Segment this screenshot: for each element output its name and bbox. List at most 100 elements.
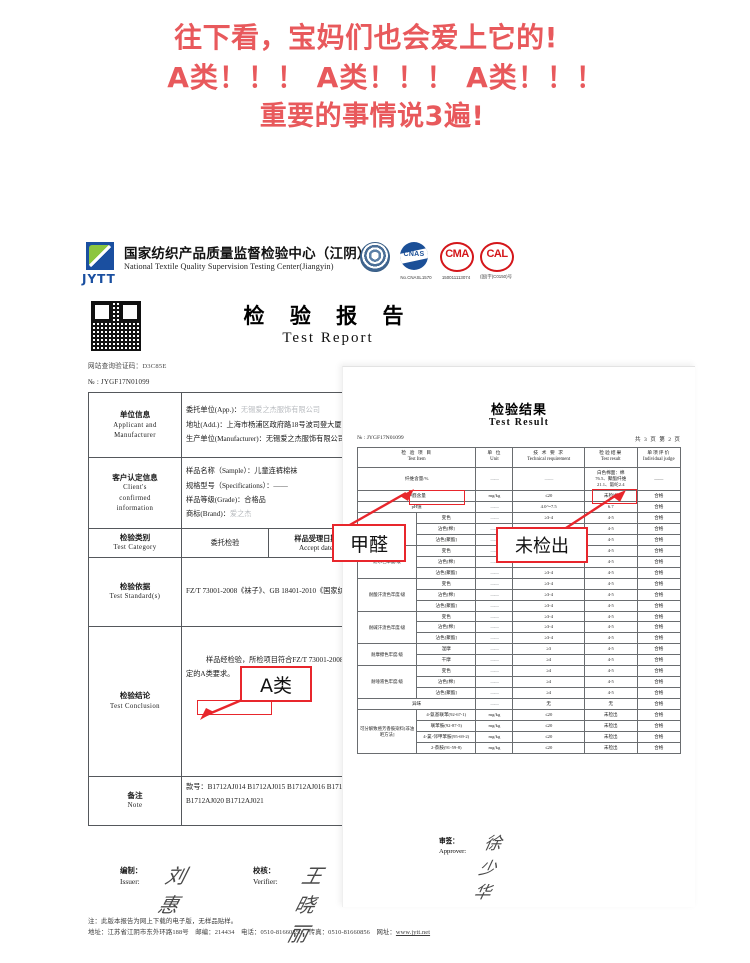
- column-technical-requirement: 技 术 要 求 Technical requirement: [512, 447, 585, 468]
- test-item-group-cell: 可分解致癌芳香胺染料[非油吧方法]: [356, 709, 418, 755]
- result-cell: 4-5: [583, 588, 638, 601]
- test-item-cell: 沾色[聚酯]: [416, 566, 477, 579]
- test-item-cell: 变色: [416, 577, 477, 590]
- unit-cell: mg/kg: [475, 489, 514, 502]
- judge-cell: 合格: [636, 621, 682, 634]
- unit-cell: mg/kg: [475, 720, 514, 733]
- requirement-cell: ≥4: [512, 676, 585, 689]
- test-item-cell: 4-氯-邻甲苯胺(95-69-2): [416, 731, 477, 744]
- table-row: 耐酸汗渍色牢度/级 变色 —— ≥3-4 4-5 合格: [356, 577, 682, 612]
- judge-cell: 合格: [636, 643, 682, 656]
- formaldehyde-callout: 甲醛: [332, 524, 406, 562]
- test-item-group-cell: 耐摩擦色牢度/级: [356, 643, 418, 667]
- test-item-group-cell: 耐唾液色牢度/级: [356, 665, 418, 700]
- result-approver-signature: 审签： Approver: 徐少华: [439, 834, 501, 903]
- approver-handwritten-signature: 徐少华: [471, 834, 502, 904]
- result-cell: 4-5: [583, 621, 638, 634]
- judge-cell: 合格: [636, 687, 682, 700]
- requirement-cell: ≥3-4: [512, 632, 585, 645]
- judge-cell: 合格: [636, 599, 682, 612]
- report-letterhead: JYTT 国家纺织产品质量监督检验中心（江阴） National Textile…: [68, 232, 514, 292]
- client-info-label: 客户认定信息 Client's confirmed information: [88, 457, 182, 529]
- test-item-cell: 2-萘胺(91-59-8): [416, 742, 477, 755]
- result-cell: 未检出: [583, 720, 638, 733]
- result-cell: 4-5: [583, 665, 638, 678]
- report-footer: 注：此版本报告为网上下载的电子版，无样品贴样。 地址：江苏省江阴市东外环路188…: [88, 916, 498, 938]
- result-report-number: № : JYGF17N01099: [357, 435, 404, 441]
- judge-cell: 合格: [636, 665, 682, 678]
- class-a-callout: A类: [240, 666, 312, 702]
- table-row: 可分解致癌芳香胺染料[非油吧方法] 4-氨基联苯(92-67-1) mg/kg ≤20…: [356, 709, 682, 755]
- test-item-cell: 干摩: [416, 654, 477, 667]
- judge-cell: 合格: [636, 720, 682, 733]
- requirement-cell: ≥4: [512, 687, 585, 700]
- certification-marks: CNAS No.CNASL1570 CMA 150011113074 CAL (…: [360, 240, 514, 284]
- judge-cell: 合格: [636, 632, 682, 645]
- requirement-cell: ≤20: [512, 731, 585, 744]
- table-row: 耐摩擦色牢度/级 湿摩 —— ≥3 4-5 合格: [356, 643, 682, 667]
- cnas-mark-icon: CNAS No.CNASL1570: [400, 242, 432, 280]
- promo-line-3: 重要的事情说3遍!: [259, 100, 485, 132]
- result-cell: 未检出: [583, 731, 638, 744]
- cal-mark-icon: CAL (国)字(C0150)号: [480, 242, 514, 279]
- requirement-cell: ≥4: [512, 654, 585, 667]
- test-item-cell: 沾色[聚酯]: [416, 687, 477, 700]
- result-cell: 无: [583, 698, 638, 711]
- judge-cell: 合格: [636, 544, 682, 557]
- result-cell: 4-5: [583, 577, 638, 590]
- unit-cell: ——: [475, 610, 514, 623]
- organization-name-en: National Textile Quality Supervision Tes…: [124, 262, 334, 271]
- unit-cell: ——: [475, 687, 514, 700]
- test-item-cell: 变色: [416, 665, 477, 678]
- cal-label: CAL: [486, 248, 508, 260]
- table-row: 联苯胺(92-87-5) mg/kg ≤20 未检出 合格: [358, 720, 682, 733]
- not-detected-cell-highlight: [592, 489, 637, 504]
- issuer-handwritten-signature: 刘惠: [155, 864, 186, 917]
- judge-cell: 合格: [636, 731, 682, 744]
- unit-cell: ——: [475, 654, 514, 667]
- result-cell: 4-5: [583, 544, 638, 557]
- test-item-cell: 联苯胺(92-87-5): [416, 720, 477, 733]
- result-cell: 未检出: [583, 709, 638, 722]
- unit-cell: ——: [475, 643, 514, 656]
- result-title-cn: 检验结果: [490, 403, 547, 418]
- result-cell: 4-5: [583, 555, 638, 568]
- table-row: 2-萘胺(91-59-8) mg/kg ≤20 未检出 合格: [358, 742, 682, 755]
- table-row: 甲醛含量 mg/kg ≤20 未检出 合格: [356, 489, 682, 502]
- test-item-cell: 湿摩: [416, 643, 477, 656]
- cma-caption: 150011113074: [441, 275, 471, 280]
- footer-note: 注：此版本报告为网上下载的电子版，无样品贴样。: [88, 918, 238, 925]
- requirement-cell: ≥4: [512, 665, 585, 678]
- result-cell: 4-5: [583, 599, 638, 612]
- result-cell: 4-5: [583, 610, 638, 623]
- unit-cell: mg/kg: [475, 709, 514, 722]
- footer-address: 地址：江苏省江阴市东外环路188号 邮编：214434 电话：0510-8166…: [88, 929, 431, 937]
- signature-issuer: 编制： Issuer: 刘惠: [120, 864, 186, 917]
- column-test-item: 检 验 项 目 Test Item: [356, 447, 477, 468]
- unit-cell: ——: [475, 698, 514, 711]
- table-header-row: 检 验 项 目 Test Item 单 位 Unit 技 术 要 求 Techn…: [356, 447, 682, 468]
- test-item-cell: 沾色[聚酯]: [416, 632, 477, 645]
- not-detected-callout: 未检出: [496, 527, 588, 563]
- unit-cell: ——: [475, 588, 514, 601]
- promo-line-2: A类！！！ A类！！！ A类！！！: [167, 60, 605, 94]
- jytt-wordmark: JYTT: [82, 272, 116, 286]
- organization-name-cn: 国家纺织产品质量监督检验中心（江阴）: [124, 246, 371, 262]
- judge-cell: 合格: [636, 577, 682, 590]
- requirement-cell: ≤20: [512, 720, 585, 733]
- requirement-cell: ≥3-4: [512, 588, 585, 601]
- report-title-cn: 检 验 报 告: [243, 304, 413, 328]
- judge-cell: 合格: [636, 676, 682, 689]
- requirement-cell: ≥3-4: [512, 599, 585, 612]
- column-test-result: 检验结果 Test result: [583, 447, 638, 468]
- result-cell: 4-5: [583, 632, 638, 645]
- test-item-group-cell: 耐碱汗渍色牢度/级: [356, 610, 418, 645]
- test-item-group-cell: 耐酸汗渍色牢度/级: [356, 577, 418, 612]
- unit-cell: ——: [475, 665, 514, 678]
- test-item-cell: 沾色[聚酯]: [416, 533, 477, 546]
- test-item-cell: 沾色[棉]: [416, 676, 477, 689]
- footer-website[interactable]: www.jytt.net: [395, 929, 431, 937]
- judge-cell: 合格: [636, 566, 682, 579]
- test-category-value: 委托检验: [181, 528, 269, 558]
- judge-cell: 合格: [636, 742, 682, 755]
